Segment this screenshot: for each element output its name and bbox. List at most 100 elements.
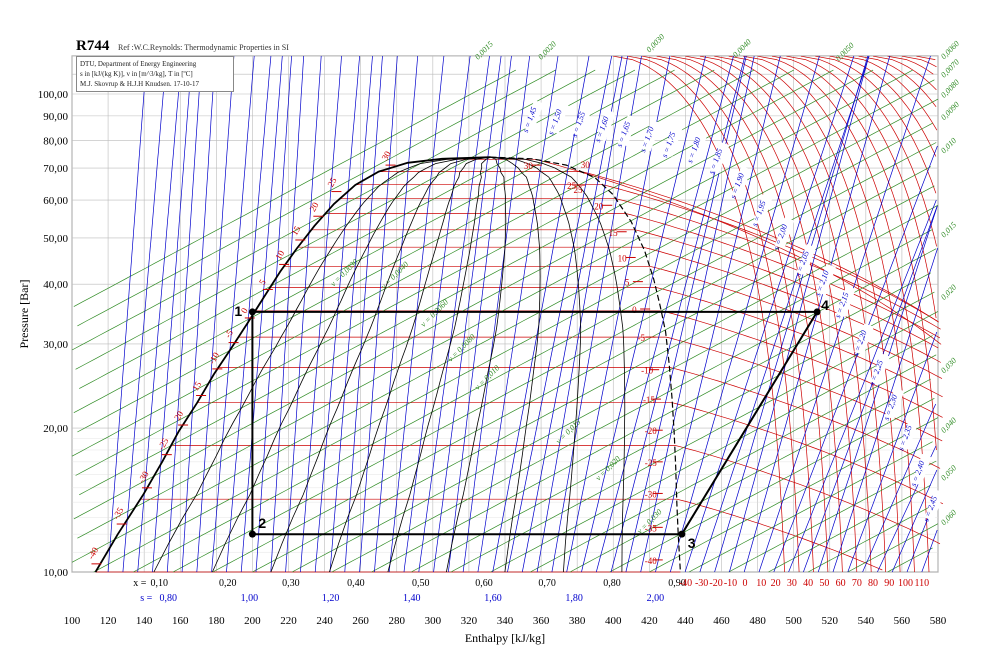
label-background [816, 263, 836, 296]
isochore-line [649, 417, 939, 573]
quality-row-label: 0,20 [219, 578, 237, 589]
isotherm-line [901, 55, 937, 68]
isochore-line [71, 98, 939, 563]
isochore-label: 0,0090 [939, 100, 961, 122]
isentrope-line [729, 55, 870, 573]
isotherm-line [916, 55, 936, 60]
s-row-label: 0,80 [159, 593, 177, 604]
isochore-line [490, 335, 933, 573]
x-tick-label: 520 [822, 615, 839, 627]
isochore-line [73, 69, 516, 307]
label-background [924, 489, 945, 521]
quality-line [490, 156, 541, 573]
isotherm-line [800, 55, 937, 247]
saturation-temperature-label: -25 [645, 458, 657, 468]
isochore-label: 0,050 [939, 463, 958, 482]
isotherm-line [757, 55, 930, 573]
isentrope-line [152, 55, 193, 573]
quality-row-label: 0,30 [282, 578, 300, 589]
x-tick-label: 340 [497, 615, 514, 627]
cycle-point-label: 1 [234, 303, 242, 319]
isentrope-line [507, 55, 613, 573]
saturation-temperature-label: 5 [257, 277, 268, 286]
isentrope-line [447, 55, 512, 573]
isotherm-line [613, 55, 785, 573]
isochore-line [609, 397, 935, 573]
isotherm-line [339, 198, 941, 330]
saturation-temperature-label: -10 [641, 366, 653, 376]
label-background [870, 353, 891, 385]
isochore-line [77, 79, 935, 539]
isochore-label: 0,030 [939, 356, 958, 375]
x-tick-label: 380 [569, 615, 586, 627]
isochore-line [331, 248, 937, 573]
temperature-row-label: 100 [898, 578, 913, 589]
isotherm-line [642, 55, 814, 573]
label-background [709, 141, 730, 174]
isotherm-line [685, 55, 858, 573]
x-tick-label: 440 [677, 615, 694, 627]
info-line: DTU, Department of Energy Engineering [80, 60, 197, 68]
cycle-point-label: 3 [688, 535, 696, 551]
isochore-label: 0,020 [939, 283, 958, 302]
isochore-line [73, 69, 913, 520]
isochore-line [768, 484, 931, 573]
saturation-temperature-label: 20 [594, 201, 604, 211]
isotherm-line [378, 171, 939, 323]
x-tick-label: 420 [641, 615, 658, 627]
x-tick-label: 200 [244, 615, 261, 627]
isentrope-line [359, 55, 398, 573]
isentrope-line [803, 205, 938, 573]
quality-line [329, 156, 491, 573]
isochore-line [77, 69, 556, 327]
isentrope-line [240, 55, 283, 573]
isochore-label: 0,0070 [939, 58, 961, 80]
isentrope-line [921, 529, 938, 573]
isentrope-line [684, 55, 855, 573]
quality-row-prefix: x = [133, 578, 147, 589]
isochore-label: 0,0030 [644, 32, 666, 54]
isentrope-line [255, 55, 292, 573]
isentrope-line [196, 55, 235, 573]
isochore-line [688, 441, 933, 573]
s-row-label: 1,40 [403, 593, 421, 604]
y-axis-label: Pressure [Bar] [17, 280, 31, 349]
cycle-point-label: 2 [258, 515, 266, 531]
isentrope-line [433, 55, 502, 573]
isentrope-line [270, 55, 305, 573]
quality-line [270, 156, 491, 573]
isentrope-line [403, 55, 471, 573]
isotherm-line [269, 287, 943, 398]
saturation-temperature-label: -40 [645, 556, 657, 566]
x-tick-label: 120 [100, 615, 117, 627]
isochore-line [172, 166, 931, 573]
temperature-row-label: 80 [868, 578, 878, 589]
x-tick-label: 140 [136, 615, 153, 627]
saturation-temperature-label: -20 [645, 426, 657, 436]
isochore-label: 0,015 [939, 220, 958, 239]
label-background [596, 109, 616, 142]
isentrope-line [462, 55, 531, 573]
isentrope-line [137, 55, 183, 573]
grid [71, 55, 939, 573]
label-background [572, 104, 593, 137]
isotherm-line [771, 55, 937, 451]
isochore-line [252, 204, 939, 573]
quality-row-label: 0,90 [668, 578, 686, 589]
quality-line [212, 156, 491, 573]
isentrope-line [314, 55, 361, 573]
saturation-temperature-label: -30 [645, 489, 657, 499]
x-tick-label: 260 [352, 615, 369, 627]
s-row-label: 1,60 [484, 593, 502, 604]
label-background [774, 217, 795, 249]
saturation-temperature-label: 0 [239, 306, 250, 315]
isentrope-line [773, 145, 938, 573]
info-box: DTU, Department of Energy Engineering s … [76, 56, 234, 92]
label-background [753, 193, 773, 226]
label-background [899, 418, 919, 450]
y-tick-label: 100,00 [38, 89, 69, 101]
temperature-row-label: 90 [884, 578, 894, 589]
saturation-temperature-label: -35 [645, 523, 657, 533]
quality-line [490, 156, 582, 573]
isentrope-line [536, 55, 628, 573]
